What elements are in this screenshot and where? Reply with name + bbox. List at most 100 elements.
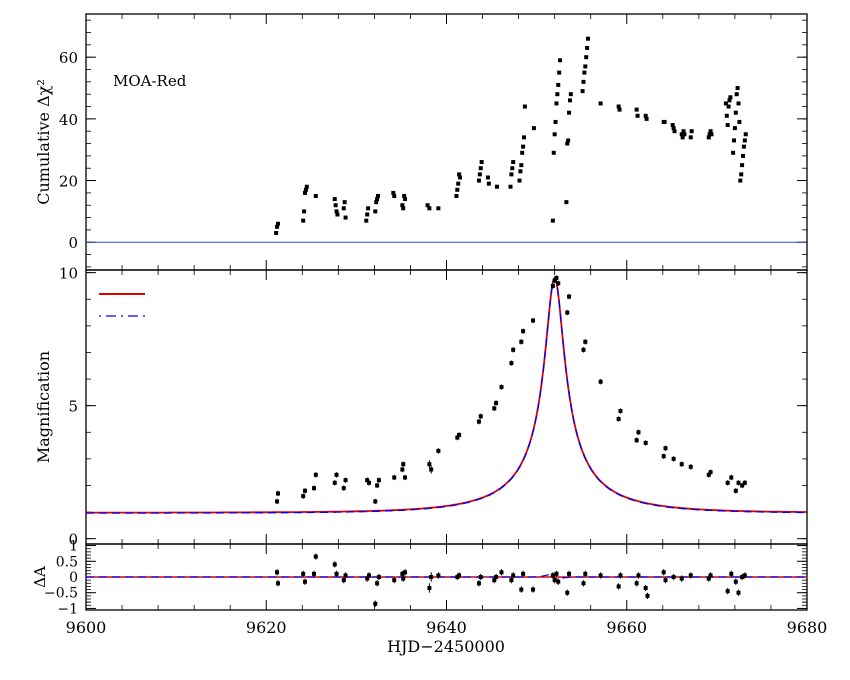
y-tick-label: 0 <box>68 531 78 549</box>
magnification-point <box>376 478 381 483</box>
magnification-point <box>401 462 406 467</box>
chi2-point <box>454 193 459 198</box>
residual-point <box>341 578 346 583</box>
chi2-point <box>517 178 522 183</box>
chi2-point <box>742 138 747 143</box>
residual-point <box>725 589 730 594</box>
middle-axis-ticks: 0 5 10 <box>59 265 808 549</box>
residual-point <box>373 601 378 606</box>
residual-point <box>400 571 405 576</box>
magnification-point <box>552 278 557 283</box>
chi2-point <box>343 215 348 220</box>
chi2-point <box>739 172 744 177</box>
magnification-point <box>301 494 306 499</box>
residual-point <box>688 573 693 578</box>
chi2-point <box>479 160 484 165</box>
x-axis-ticks: 9600 9620 9640 9660 9680 <box>66 618 828 637</box>
chi2-point <box>456 181 461 186</box>
magnification-point <box>598 379 603 384</box>
magnification-point <box>688 464 693 469</box>
chi2-point <box>567 98 572 103</box>
chi2-point <box>679 132 684 137</box>
chi2-point <box>303 190 308 195</box>
magnification-point <box>521 329 526 334</box>
magnification-point <box>427 462 432 467</box>
chi2-point <box>301 218 306 223</box>
residual-point <box>634 581 639 586</box>
chi2-point <box>554 101 559 106</box>
middle-panel-frame <box>85 269 808 545</box>
residual-point <box>645 593 650 598</box>
chi2-point <box>726 104 731 109</box>
chi2-point <box>477 172 482 177</box>
magnification-point <box>494 401 499 406</box>
magnification-point <box>634 438 639 443</box>
chi2-point <box>733 110 738 115</box>
chi2-point <box>557 70 562 75</box>
chi2-point <box>391 190 396 195</box>
chi2-point <box>581 79 586 84</box>
chi2-point <box>335 212 340 217</box>
bottom-ylabel: ΔA <box>31 566 49 588</box>
x-tick-label: 9600 <box>66 618 107 637</box>
chi2-point <box>333 203 338 208</box>
residual-point <box>550 573 555 578</box>
chi2-point <box>531 126 536 131</box>
y-tick-label: 20 <box>59 173 78 191</box>
magnification-point <box>661 454 666 459</box>
residual-point <box>376 575 381 579</box>
chi2-point <box>643 113 648 118</box>
residual-point <box>618 573 623 578</box>
chi2-point <box>341 206 346 211</box>
chi2-point <box>436 206 441 211</box>
chi2-point <box>671 126 676 131</box>
chi2-point <box>303 187 308 192</box>
residual-point <box>494 575 499 579</box>
magnification-point <box>313 472 318 477</box>
residual-point <box>742 573 747 578</box>
magnification-point <box>565 310 570 315</box>
chi2-point <box>644 116 649 121</box>
residual-point <box>429 575 434 579</box>
magnification-point <box>740 483 745 488</box>
y-tick-label: −1 <box>57 601 78 617</box>
chi2-point <box>550 218 555 223</box>
residual-point <box>492 578 497 583</box>
magnification-point <box>365 478 370 483</box>
chi2-point <box>736 101 741 106</box>
chi2-point <box>455 187 460 192</box>
chi2-point <box>400 203 405 208</box>
residual-point <box>679 576 684 581</box>
chi2-point <box>735 86 740 91</box>
magnification-point <box>499 385 504 390</box>
chi2-point <box>476 178 481 183</box>
magnification-point <box>478 414 483 419</box>
chi2-point <box>403 197 408 202</box>
chi2-point <box>728 95 733 100</box>
chi2-point <box>518 169 523 174</box>
residual-point <box>312 571 317 576</box>
residual-point <box>583 571 588 576</box>
model-curve-solid <box>86 276 807 514</box>
chi2-point <box>635 113 640 118</box>
residual-curve-dashed <box>86 573 807 580</box>
chi2-point <box>313 193 318 198</box>
chi2-point <box>598 101 603 106</box>
magnification-point <box>332 480 337 485</box>
residual-point <box>581 581 586 586</box>
chi2-point <box>662 119 667 124</box>
chi2-point <box>376 193 381 198</box>
chi2-point <box>519 163 524 168</box>
chi2-point <box>680 135 685 140</box>
magnification-point <box>492 406 497 411</box>
magnification-point <box>400 467 405 472</box>
chi2-point <box>564 200 569 205</box>
magnification-point <box>729 475 734 480</box>
magnification-point <box>366 480 371 485</box>
chi2-point <box>509 172 514 177</box>
magnification-point <box>375 483 380 488</box>
chi2-point <box>457 172 462 177</box>
residual-point <box>663 578 668 583</box>
top-panel-points <box>274 36 748 235</box>
y-tick-label: 5 <box>68 398 78 416</box>
